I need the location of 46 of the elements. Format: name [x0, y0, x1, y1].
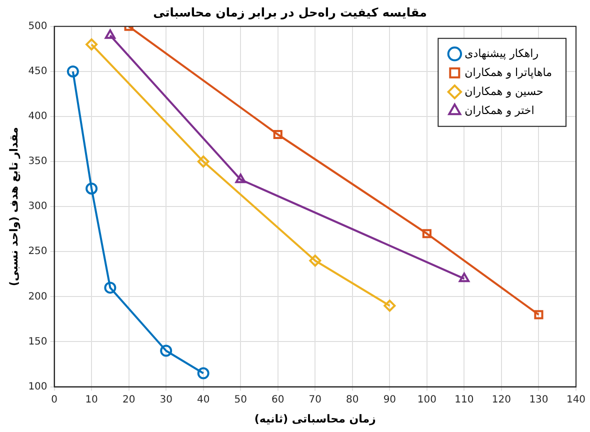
point — [422, 229, 432, 238]
point — [197, 367, 210, 380]
legend-label: راهکار پیشنهادی — [464, 46, 539, 60]
y-tick-label: 450 — [28, 66, 48, 78]
point — [86, 38, 98, 50]
x-tick-label: 120 — [492, 394, 512, 406]
y-tick-label: 500 — [28, 20, 48, 32]
y-tick-label: 350 — [28, 156, 48, 168]
x-tick-label: 70 — [308, 394, 322, 406]
point — [458, 272, 470, 282]
x-tick-label: 110 — [454, 394, 474, 406]
point — [66, 65, 79, 78]
point — [273, 130, 282, 140]
legend-label: حسین و همکاران — [464, 84, 544, 98]
point — [160, 344, 172, 357]
x-tick-label: 130 — [529, 394, 548, 406]
chart-title: مقایسه کیفیت راه‌حل در برابر زمان محاسباتی — [153, 5, 427, 20]
legend-label: ماهاپاترا و همکاران — [464, 66, 552, 79]
point — [534, 310, 544, 320]
x-tick-label: 140 — [566, 394, 586, 406]
x-tick-label: 40 — [196, 394, 210, 406]
x-tick-label: 60 — [272, 394, 284, 406]
point — [235, 174, 246, 184]
y-tick-label: 100 — [28, 381, 48, 392]
y-axis-title: مقدار تابع هدف (واحد نسبی) — [7, 127, 20, 286]
x-tick-label: 20 — [122, 394, 136, 406]
x-tick-label: 100 — [417, 394, 436, 406]
point — [104, 282, 116, 294]
point — [197, 156, 210, 168]
point — [104, 29, 116, 39]
y-tick-label: 200 — [28, 291, 48, 302]
y-tick-label: 150 — [28, 336, 48, 348]
x-tick-label: 10 — [85, 394, 98, 406]
y-tick-label: 300 — [28, 201, 48, 212]
y-tick-label: 400 — [28, 111, 48, 122]
point — [86, 182, 98, 195]
y-tick-label: 250 — [28, 246, 48, 258]
x-tick-label: 50 — [234, 394, 247, 406]
x-tick-label: 30 — [160, 394, 172, 406]
x-axis-title: زمان محاسباتی (ثانیه) — [254, 412, 376, 426]
legend-label: اختر و همکاران — [464, 104, 534, 117]
point — [309, 254, 322, 267]
x-tick-label: 80 — [346, 394, 359, 406]
point — [384, 300, 396, 312]
x-tick-label: 0 — [51, 394, 58, 406]
x-tick-label: 90 — [383, 394, 396, 406]
